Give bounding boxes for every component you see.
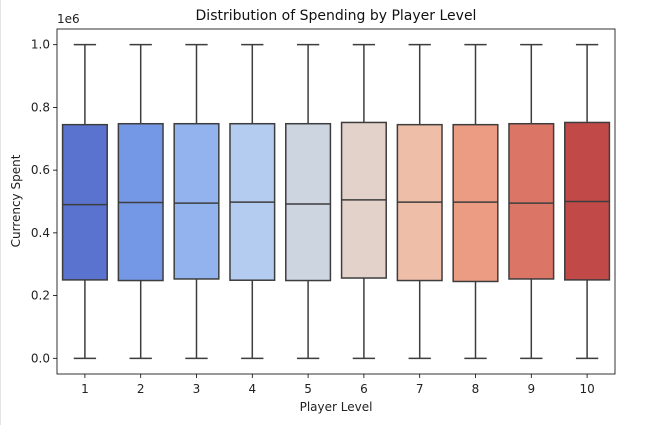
box-level-2 [117, 43, 164, 360]
box-level-9 [508, 43, 555, 360]
y-tick-label: 0.6 [31, 163, 50, 177]
box-level-7 [396, 43, 443, 360]
box-level-5 [285, 43, 332, 360]
box-level-6 [340, 43, 387, 360]
x-tick-label: 10 [579, 382, 594, 396]
plot-area-frame [56, 28, 616, 375]
boxes-layer [61, 43, 611, 360]
box-level-1 [61, 43, 108, 360]
x-tick-label: 8 [472, 382, 480, 396]
y-tick-label: 1.0 [31, 38, 50, 52]
y-tick-label: 0.4 [31, 226, 50, 240]
box-iqr [452, 123, 499, 283]
x-tick-label: 7 [416, 382, 424, 396]
x-tick-label: 1 [81, 382, 89, 396]
box-level-8 [452, 43, 499, 360]
y-axis: 0.0 0.2 0.4 0.6 0.8 1.0 [31, 38, 57, 365]
y-tick-label: 0.2 [31, 289, 50, 303]
box-level-10 [564, 43, 611, 360]
y-tick-label: 0.0 [31, 351, 50, 365]
x-tick-label: 6 [360, 382, 368, 396]
y-offset-text: 1e6 [57, 12, 80, 26]
box-iqr [173, 122, 220, 280]
y-tick-label: 0.8 [31, 100, 50, 114]
x-tick-label: 2 [137, 382, 145, 396]
x-axis: 1 2 3 4 5 6 7 8 9 10 [81, 374, 595, 396]
box-iqr [61, 123, 108, 281]
box-iqr [285, 122, 332, 282]
x-tick-label: 9 [527, 382, 535, 396]
box-iqr [508, 122, 555, 280]
page-left-border [0, 0, 1, 425]
x-tick-label: 5 [304, 382, 312, 396]
x-tick-label: 3 [193, 382, 201, 396]
box-level-4 [229, 43, 276, 360]
box-level-3 [173, 43, 220, 360]
x-axis-title: Player Level [300, 400, 373, 414]
x-tick-label: 4 [248, 382, 256, 396]
y-axis-title: Currency Spent [9, 154, 23, 247]
chart-title: Distribution of Spending by Player Level [196, 8, 477, 24]
